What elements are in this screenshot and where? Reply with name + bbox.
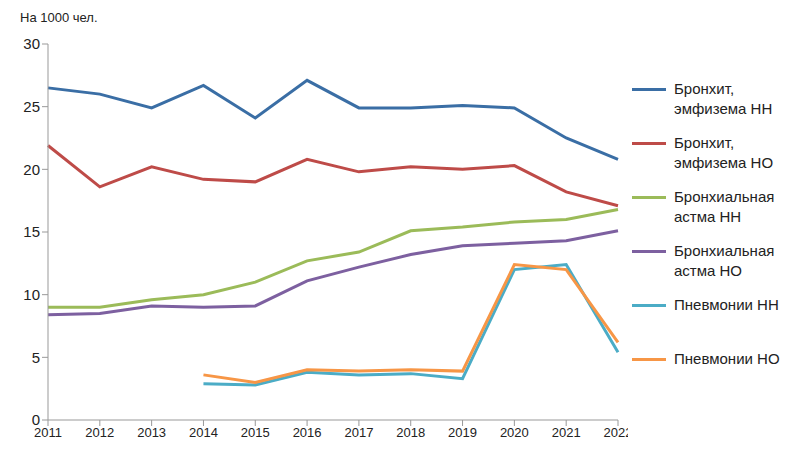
svg-text:10: 10 (23, 286, 40, 303)
html-text:Бронхиальная астма НО: Бронхиальная астма НО (674, 242, 775, 279)
svg-text:2016: 2016 (293, 425, 322, 440)
svg-text:2018: 2018 (396, 425, 425, 440)
html-text:Пневмонии НО: Пневмонии НО (674, 350, 780, 367)
html-text:Пневмонии НН: Пневмонии НН (674, 296, 779, 313)
svg-text:2012: 2012 (85, 425, 114, 440)
html-text:На 1000 чел.: На 1000 чел. (20, 10, 98, 25)
svg-text:2019: 2019 (448, 425, 477, 440)
svg-text:2015: 2015 (241, 425, 270, 440)
html-text:Бронхиальная астма НН: Бронхиальная астма НН (674, 188, 775, 225)
html-text:Бронхит, эмфизема НН: Бронхит, эмфизема НН (674, 80, 773, 117)
svg-text:2017: 2017 (344, 425, 373, 440)
svg-text:5: 5 (32, 349, 40, 366)
svg-text:2021: 2021 (552, 425, 581, 440)
svg-text:2020: 2020 (500, 425, 529, 440)
svg-text:30: 30 (23, 35, 40, 52)
svg-text:2013: 2013 (137, 425, 166, 440)
svg-text:2022: 2022 (604, 425, 628, 440)
svg-text:20: 20 (23, 161, 40, 178)
svg-text:25: 25 (23, 98, 40, 115)
svg-text:2011: 2011 (34, 425, 62, 441)
svg-text:15: 15 (23, 223, 40, 240)
svg-text:0: 0 (32, 411, 40, 428)
html-text:Бронхит, эмфизема НО: Бронхит, эмфизема НО (674, 134, 774, 171)
svg-text:2014: 2014 (189, 425, 218, 440)
